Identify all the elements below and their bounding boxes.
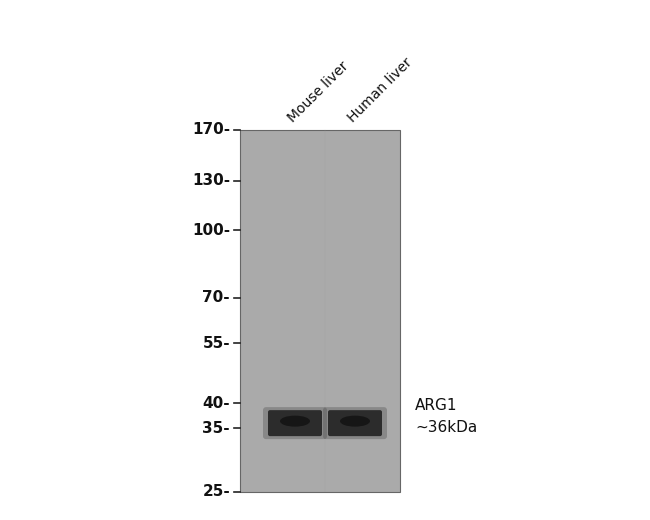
- Text: 55-: 55-: [202, 335, 230, 350]
- FancyBboxPatch shape: [323, 407, 387, 439]
- Text: 40-: 40-: [202, 396, 230, 411]
- Text: ~36kDa: ~36kDa: [415, 420, 477, 435]
- Text: 170-: 170-: [192, 123, 230, 137]
- Text: 35-: 35-: [202, 421, 230, 436]
- Text: ARG1: ARG1: [415, 398, 458, 413]
- Text: 70-: 70-: [202, 290, 230, 305]
- Ellipse shape: [280, 415, 310, 426]
- Bar: [240, 130, 400, 492]
- FancyBboxPatch shape: [328, 410, 382, 436]
- FancyBboxPatch shape: [263, 407, 327, 439]
- Text: Human liver: Human liver: [345, 55, 415, 125]
- Text: Mouse liver: Mouse liver: [285, 59, 351, 125]
- Text: 130-: 130-: [192, 173, 230, 188]
- FancyBboxPatch shape: [268, 410, 322, 436]
- Text: 100-: 100-: [192, 223, 230, 238]
- Ellipse shape: [340, 415, 370, 426]
- Text: 25-: 25-: [202, 485, 230, 500]
